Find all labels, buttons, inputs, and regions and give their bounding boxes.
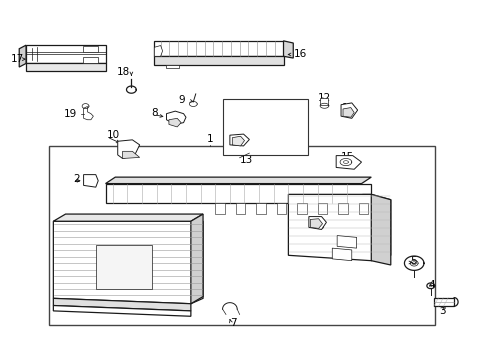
Bar — [49, 146, 434, 325]
Polygon shape — [235, 203, 245, 214]
Polygon shape — [122, 151, 140, 158]
Polygon shape — [308, 217, 326, 229]
Polygon shape — [53, 306, 190, 316]
Text: 13: 13 — [239, 155, 252, 165]
Polygon shape — [82, 46, 98, 51]
Text: 11: 11 — [341, 103, 355, 113]
Text: 2: 2 — [73, 174, 80, 184]
Polygon shape — [276, 203, 286, 214]
Polygon shape — [53, 298, 190, 311]
Text: 9: 9 — [178, 95, 185, 105]
Text: 8: 8 — [151, 108, 157, 118]
Text: 10: 10 — [107, 130, 120, 140]
Text: 14: 14 — [224, 131, 237, 141]
Polygon shape — [433, 298, 453, 306]
Text: 7: 7 — [229, 319, 236, 328]
Polygon shape — [26, 63, 105, 71]
Text: 4: 4 — [428, 280, 434, 290]
Polygon shape — [190, 214, 203, 304]
Polygon shape — [335, 156, 361, 169]
Polygon shape — [118, 140, 140, 158]
Text: 12: 12 — [317, 93, 330, 103]
Text: 6: 6 — [317, 221, 324, 230]
Text: 17: 17 — [10, 54, 23, 64]
Polygon shape — [358, 203, 367, 214]
Polygon shape — [320, 98, 328, 105]
Polygon shape — [26, 45, 105, 63]
Polygon shape — [105, 184, 370, 203]
Polygon shape — [215, 203, 224, 214]
Polygon shape — [340, 103, 357, 118]
Polygon shape — [310, 219, 322, 228]
Polygon shape — [83, 107, 93, 120]
Text: 5: 5 — [409, 256, 416, 266]
Polygon shape — [317, 203, 327, 214]
Polygon shape — [232, 136, 244, 146]
Text: 18: 18 — [117, 67, 130, 77]
Text: 16: 16 — [294, 49, 307, 59]
Polygon shape — [53, 214, 203, 221]
Polygon shape — [166, 111, 185, 125]
Polygon shape — [331, 248, 351, 261]
Polygon shape — [342, 108, 353, 117]
Polygon shape — [256, 203, 265, 214]
Polygon shape — [154, 56, 283, 65]
Polygon shape — [168, 118, 181, 127]
Polygon shape — [370, 194, 390, 265]
Text: 19: 19 — [64, 109, 77, 119]
Polygon shape — [283, 41, 293, 58]
Polygon shape — [105, 177, 370, 184]
Text: 1: 1 — [206, 134, 213, 144]
Polygon shape — [83, 175, 98, 187]
Polygon shape — [82, 57, 98, 63]
Polygon shape — [19, 45, 26, 67]
Bar — [222, 99, 307, 155]
Text: 3: 3 — [439, 306, 445, 316]
Polygon shape — [229, 134, 249, 146]
Polygon shape — [154, 41, 283, 56]
Text: 15: 15 — [340, 152, 354, 162]
Polygon shape — [166, 65, 178, 68]
Polygon shape — [154, 45, 162, 56]
Polygon shape — [96, 244, 152, 289]
Polygon shape — [53, 221, 203, 304]
Polygon shape — [288, 194, 390, 261]
Polygon shape — [336, 235, 356, 248]
Polygon shape — [337, 203, 347, 214]
Polygon shape — [297, 203, 306, 214]
